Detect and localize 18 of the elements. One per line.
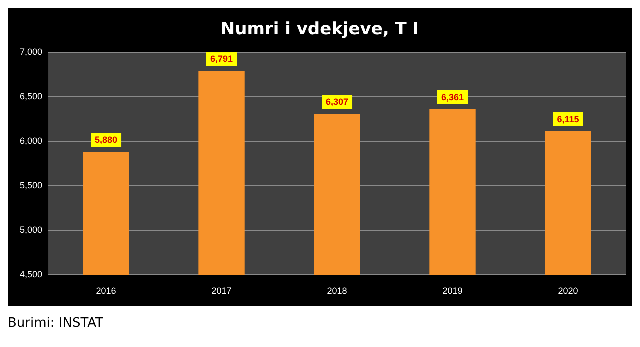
x-tick-label: 2016 [96, 286, 116, 296]
y-tick-label: 5,500 [20, 180, 43, 191]
x-tick-label: 2019 [442, 286, 463, 296]
data-label: 6,307 [326, 97, 349, 108]
y-tick-label: 7,000 [20, 46, 43, 57]
data-label: 5,880 [95, 135, 118, 146]
data-label: 6,361 [441, 92, 464, 102]
x-tick-label: 2020 [558, 286, 578, 296]
data-label: 6,115 [557, 114, 580, 124]
y-tick-label: 4,500 [20, 270, 43, 280]
x-tick-label: 2017 [212, 286, 232, 296]
x-tick-label: 2018 [327, 286, 348, 296]
y-tick-label: 6,500 [20, 91, 43, 102]
y-tick-label: 6,000 [20, 136, 43, 146]
y-tick-label: 5,000 [20, 225, 43, 236]
data-label: 6,791 [210, 54, 234, 64]
chart-title: Numri i vdekjeve, T I [220, 20, 420, 40]
text: Burimi: INSTAT [8, 316, 104, 331]
